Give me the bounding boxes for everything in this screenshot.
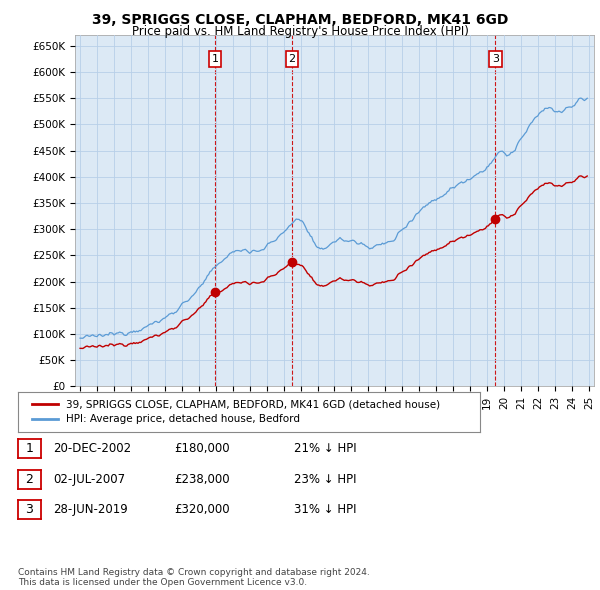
Text: £238,000: £238,000 [174, 473, 230, 486]
Text: £320,000: £320,000 [174, 503, 230, 516]
Text: 2: 2 [25, 473, 34, 486]
Text: 1: 1 [25, 442, 34, 455]
Text: 23% ↓ HPI: 23% ↓ HPI [294, 473, 356, 486]
Text: 2: 2 [289, 54, 296, 64]
Text: 1: 1 [212, 54, 218, 64]
Legend: 39, SPRIGGS CLOSE, CLAPHAM, BEDFORD, MK41 6GD (detached house), HPI: Average pri: 39, SPRIGGS CLOSE, CLAPHAM, BEDFORD, MK4… [28, 395, 445, 428]
Text: 39, SPRIGGS CLOSE, CLAPHAM, BEDFORD, MK41 6GD: 39, SPRIGGS CLOSE, CLAPHAM, BEDFORD, MK4… [92, 13, 508, 27]
Text: 31% ↓ HPI: 31% ↓ HPI [294, 503, 356, 516]
Text: 20-DEC-2002: 20-DEC-2002 [53, 442, 131, 455]
Text: £180,000: £180,000 [174, 442, 230, 455]
Text: 28-JUN-2019: 28-JUN-2019 [53, 503, 128, 516]
Text: 21% ↓ HPI: 21% ↓ HPI [294, 442, 356, 455]
Text: 3: 3 [492, 54, 499, 64]
Text: 02-JUL-2007: 02-JUL-2007 [53, 473, 125, 486]
Text: Price paid vs. HM Land Registry's House Price Index (HPI): Price paid vs. HM Land Registry's House … [131, 25, 469, 38]
Text: 3: 3 [25, 503, 34, 516]
Text: Contains HM Land Registry data © Crown copyright and database right 2024.
This d: Contains HM Land Registry data © Crown c… [18, 568, 370, 587]
